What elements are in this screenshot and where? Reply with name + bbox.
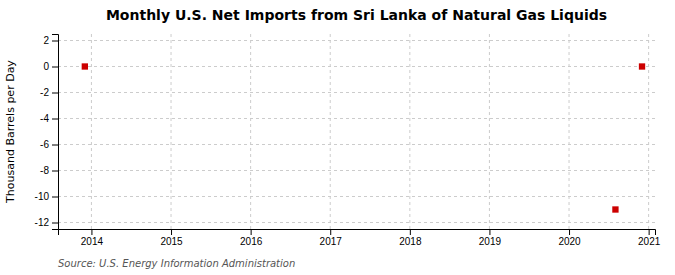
tick: -10: [35, 191, 58, 202]
tick-label: 2017: [320, 236, 343, 247]
axis-line: [52, 35, 59, 230]
tick-mark: [410, 229, 411, 235]
point: [639, 63, 645, 69]
tick: 2019: [479, 229, 502, 247]
y-axis: 2 0 -2 -4 -6 -8 -10 -12: [35, 35, 59, 230]
y-axis-label: Thousand Barrels per Day: [4, 60, 17, 204]
tick: 2018: [399, 229, 422, 247]
tick-mark: [52, 145, 58, 146]
grid-line-x: [250, 34, 251, 229]
grid-line-x: [409, 34, 410, 229]
tick: 0: [43, 61, 58, 72]
tick-mark: [330, 229, 331, 235]
plot: 2014 2015 2016 2017 2018 2019 2020 2021 2 0 -2 -4 -6…: [35, 34, 661, 247]
tick-mark: [569, 229, 570, 235]
tick-label: 0: [43, 61, 49, 72]
grid-line-y: [58, 144, 655, 145]
annotation: Source: U.S. Energy Information Administ…: [58, 258, 295, 269]
tick-mark: [52, 119, 58, 120]
tick-label: -10: [35, 191, 50, 202]
point: [612, 206, 618, 212]
tick-mark: [52, 93, 58, 94]
tick-mark: [52, 197, 58, 198]
tick-label: 2020: [558, 236, 581, 247]
grid-line-y: [58, 40, 655, 41]
tick-label: -12: [35, 217, 50, 228]
tick: -6: [40, 139, 58, 150]
grid-line-y: [58, 92, 655, 93]
tick-label: -2: [40, 87, 49, 98]
tick-mark: [649, 229, 650, 235]
tick: 2017: [320, 229, 343, 247]
tick: 2015: [160, 229, 183, 247]
tick-mark: [52, 223, 58, 224]
points: [82, 63, 646, 212]
tick-label: 2014: [81, 236, 104, 247]
grid-line-y: [58, 66, 655, 67]
title: Monthly U.S. Net Imports from Sri Lanka …: [106, 7, 607, 23]
grid-line-x: [489, 34, 490, 229]
tick: -2: [40, 87, 58, 98]
grid-line-y: [58, 170, 655, 171]
tick: 2014: [81, 229, 104, 247]
tick-mark: [91, 229, 92, 235]
grid-line-x: [648, 34, 649, 229]
tick: -4: [40, 113, 58, 124]
tick: -8: [40, 165, 58, 176]
tick-mark: [52, 67, 58, 68]
tick-mark: [489, 229, 490, 235]
grid-line-x: [569, 34, 570, 229]
x-axis: 2014 2015 2016 2017 2018 2019 2020 2021: [59, 229, 661, 247]
tick: -12: [35, 217, 58, 228]
tick-label: 2018: [399, 236, 422, 247]
grid-line-x: [330, 34, 331, 229]
tick-mark: [251, 229, 252, 235]
grid-line-y: [58, 196, 655, 197]
tick-label: 2019: [479, 236, 502, 247]
axis-line: [59, 230, 656, 236]
grid-line-y: [58, 222, 655, 223]
tick: 2: [43, 35, 58, 46]
tick-label: 2016: [240, 236, 263, 247]
tick-mark: [52, 171, 58, 172]
grid-line-y: [58, 118, 655, 119]
tick-mark: [52, 41, 58, 42]
tick-label: 2021: [638, 236, 661, 247]
tick-mark: [171, 229, 172, 235]
chart-svg: 2014 2015 2016 2017 2018 2019 2020 2021 2 0 -2 -4 -6…: [0, 0, 675, 275]
grid-line-x: [171, 34, 172, 229]
grid-line-x: [91, 34, 92, 229]
grid: [58, 34, 655, 229]
tick: 2021: [638, 229, 661, 247]
tick-label: -8: [40, 165, 49, 176]
point: [82, 63, 88, 69]
tick-label: -6: [40, 139, 49, 150]
tick-label: -4: [40, 113, 49, 124]
tick-label: 2015: [160, 236, 183, 247]
tick-label: 2: [43, 35, 49, 46]
chart-container: 2014 2015 2016 2017 2018 2019 2020 2021 2 0 -2 -4 -6…: [0, 0, 675, 275]
tick: 2016: [240, 229, 263, 247]
tick: 2020: [558, 229, 581, 247]
